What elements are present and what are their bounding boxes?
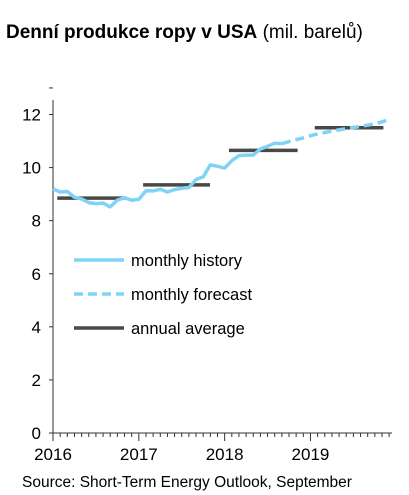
x-tick-label: 2019 [292,445,330,464]
y-tick-label: 4 [32,318,41,337]
y-tick-label: 2 [32,371,41,390]
legend-label: monthly history [131,252,243,270]
x-tick-label: 2017 [120,445,158,464]
y-tick-label: 6 [32,265,41,284]
y-tick-label: 10 [22,159,41,178]
legend-label: annual average [131,320,245,338]
y-tick-label: 12 [22,106,41,125]
series-line-monthly-forecast [281,117,390,146]
y-tick-label: 8 [32,212,41,231]
title-main: Denní produkce ropy v USA [6,22,258,43]
source-note: Source: Short-Term Energy Outlook, Septe… [22,474,352,491]
chart-title: Denní produkce ropy v USA (mil. barelů) [6,22,363,44]
title-unit: (mil. barelů) [262,22,363,43]
y-tick-label: 0 [32,424,41,443]
x-tick-label: 2018 [206,445,244,464]
legend-label: monthly forecast [131,286,252,304]
series-line-monthly-history [52,141,283,209]
x-tick-label: 2016 [34,445,72,464]
